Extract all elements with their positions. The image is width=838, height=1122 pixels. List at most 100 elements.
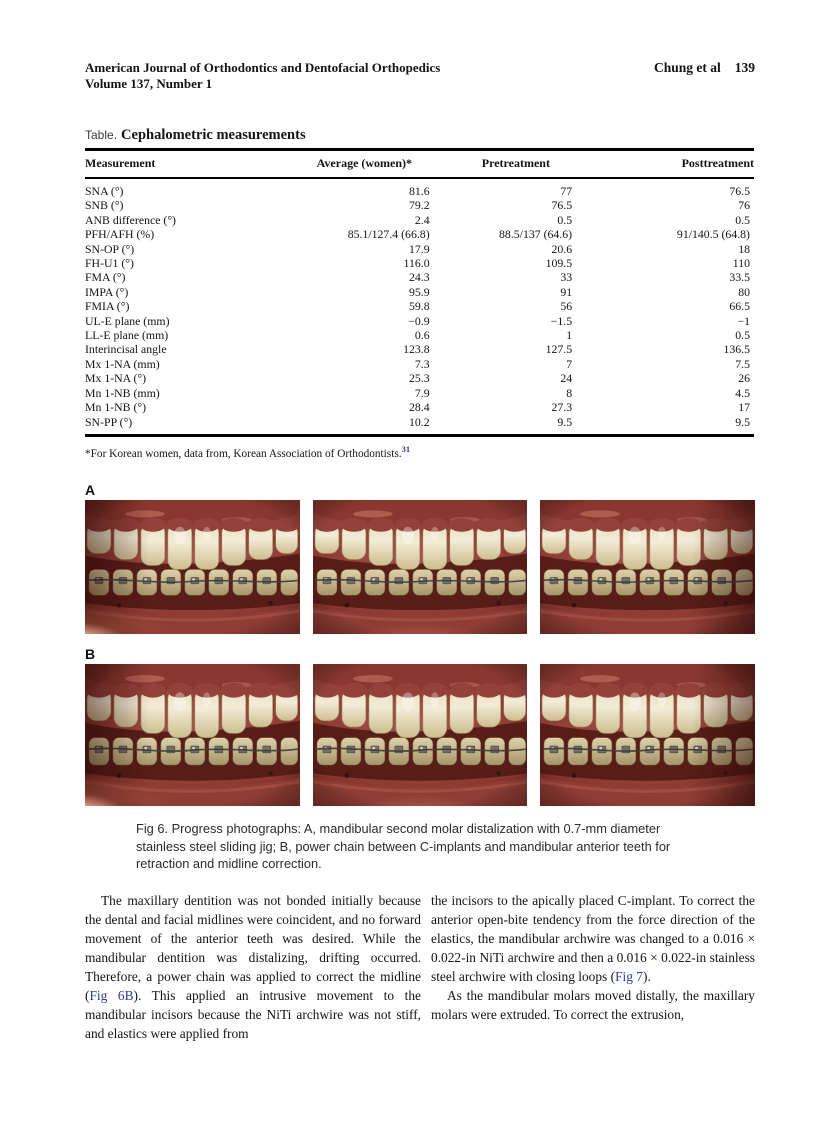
value-cell: 0.5 — [735, 328, 750, 343]
paragraph-text: ). — [642, 969, 651, 984]
running-authors: Chung et al — [653, 60, 721, 75]
journal-volume: Volume 137, Number 1 — [85, 76, 213, 91]
table-header-row: Measurement Average (women)* Pretreatmen… — [85, 149, 754, 179]
value-cell: 7 — [566, 356, 573, 371]
value-cell: 20.6 — [551, 241, 573, 256]
measurement-cell: PFH/AFH (%) — [85, 227, 155, 242]
intraoral-photo-b-frontal — [312, 664, 528, 806]
running-head-right: Chung et al 139 — [654, 60, 755, 92]
table-row: SN-OP (°) 17.9 20.6 18 — [85, 242, 754, 256]
value-cell: 33 — [560, 270, 573, 285]
measurement-cell: IMPA (°) — [85, 284, 129, 299]
table-row: LL-E plane (mm) 0.6 1 0.5 — [85, 328, 754, 342]
table-row: Mx 1-NA (mm) 7.3 7 7.5 — [85, 357, 754, 371]
value-cell: −1.5 — [550, 313, 573, 328]
value-cell: 33.5 — [729, 270, 750, 285]
measurement-cell: SNB (°) — [85, 198, 124, 213]
value-cell: 8 — [566, 385, 573, 400]
value-cell: 18 — [738, 241, 750, 256]
value-cell: 80 — [738, 284, 750, 299]
table-title-row: Table. Cephalometric measurements — [85, 126, 754, 144]
fig7-link[interactable]: Fig 7 — [615, 969, 643, 984]
column-header-pretreatment: Pretreatment — [459, 149, 601, 179]
value-cell: 24.3 — [408, 270, 430, 285]
figure-caption-text: Progress photographs: A, mandibular seco… — [136, 821, 671, 871]
table-row: ANB difference (°) 2.4 0.5 0.5 — [85, 213, 754, 227]
column-header-average: Average (women)* — [299, 149, 460, 179]
measurement-cell: ANB difference (°) — [85, 212, 176, 227]
value-cell: 28.4 — [408, 400, 430, 415]
value-cell: 88.5/137 (64.6) — [499, 227, 573, 242]
column-header-posttreatment: Posttreatment — [600, 149, 754, 179]
measurement-cell: Mn 1-NB (°) — [85, 400, 147, 415]
measurement-cell: LL-E plane (mm) — [85, 328, 169, 343]
table-row: PFH/AFH (%) 85.1/127.4 (66.8) 88.5/137 (64… — [85, 227, 754, 241]
measurement-cell: UL-E plane (mm) — [85, 313, 170, 328]
photo-row-b — [85, 664, 756, 806]
value-cell: 17 — [738, 400, 750, 415]
intraoral-photo-b-left-lateral — [540, 664, 756, 806]
cephalometric-table: Measurement Average (women)* Pretreatmen… — [85, 148, 754, 437]
value-cell: 76.5 — [551, 198, 573, 213]
value-cell: 1 — [566, 328, 573, 343]
figure-panel-a: A — [85, 482, 756, 634]
value-cell: 59.8 — [408, 299, 430, 314]
intraoral-photo-a-right-lateral — [85, 500, 300, 634]
figure-panel-b: B — [85, 646, 756, 806]
intraoral-photo-a-left-lateral — [540, 500, 756, 634]
article-body: The maxillary dentition was not bonded i… — [85, 891, 755, 1043]
intraoral-photo-a-frontal — [312, 500, 528, 634]
measurement-cell: FMA (°) — [85, 270, 126, 285]
value-cell: 123.8 — [403, 342, 430, 357]
table-row: UL-E plane (mm) −0.9 −1.5 −1 — [85, 314, 754, 328]
value-cell: 7.3 — [414, 356, 430, 371]
measurement-cell: Interincisal angle — [85, 342, 167, 357]
table-label: Table. — [85, 128, 118, 142]
paragraph-right-new: As the mandibular molars moved distally,… — [431, 988, 755, 1022]
value-cell: 4.5 — [735, 385, 750, 400]
value-cell: 85.1/127.4 (66.8) — [347, 227, 430, 242]
table-footnote: *For Korean women, data from, Korean Ass… — [85, 444, 754, 460]
value-cell: 25.3 — [408, 371, 430, 386]
measurement-cell: SN-PP (°) — [85, 414, 133, 429]
fig6b-link[interactable]: Fig 6B — [89, 988, 134, 1003]
left-column: The maxillary dentition was not bonded i… — [85, 891, 421, 1043]
value-cell: 17.9 — [408, 241, 430, 256]
value-cell: 0.5 — [735, 212, 750, 227]
measurement-cell: FH-U1 (°) — [85, 256, 134, 271]
value-cell: 76.5 — [729, 184, 750, 198]
running-head: American Journal of Orthodontics and Den… — [85, 60, 755, 92]
table-row: IMPA (°) 95.9 91 80 — [85, 285, 754, 299]
value-cell: 77 — [560, 184, 573, 198]
footnote-reference[interactable]: 31 — [401, 443, 411, 454]
table-row: Mn 1-NB (°) 28.4 27.3 17 — [85, 400, 754, 414]
journal-title: American Journal of Orthodontics and Den… — [85, 60, 441, 75]
value-cell: 26 — [738, 371, 750, 386]
value-cell: 7.9 — [414, 385, 430, 400]
table-row: FMIA (°) 59.8 56 66.5 — [85, 299, 754, 313]
value-cell: 76 — [738, 198, 750, 213]
table-row: SN-PP (°) 10.2 9.5 9.5 — [85, 415, 754, 436]
table-row: FMA (°) 24.3 33 33.5 — [85, 270, 754, 284]
figure-caption: Fig 6. Progress photographs: A, mandibul… — [136, 820, 708, 873]
value-cell: 10.2 — [408, 414, 430, 429]
column-header-measurement: Measurement — [85, 149, 300, 179]
value-cell: 109.5 — [545, 256, 573, 271]
value-cell: 0.5 — [557, 212, 573, 227]
value-cell: 95.9 — [408, 284, 430, 299]
footnote-text: *For Korean women, data from, Korean Ass… — [85, 447, 402, 460]
value-cell: 56 — [560, 299, 573, 314]
value-cell: 24 — [560, 371, 573, 386]
value-cell: 7.5 — [735, 356, 750, 371]
measurement-cell: Mn 1-NB (mm) — [85, 385, 160, 400]
table-row: SNA (°) 81.6 77 76.5 — [85, 178, 754, 198]
value-cell: 136.5 — [723, 342, 750, 357]
value-cell: 9.5 — [557, 414, 573, 429]
journal-info: American Journal of Orthodontics and Den… — [85, 60, 440, 92]
value-cell: 91 — [560, 284, 573, 299]
value-cell: 0.6 — [414, 328, 430, 343]
table-row: FH-U1 (°) 116.0 109.5 110 — [85, 256, 754, 270]
value-cell: 81.6 — [408, 184, 430, 198]
value-cell: 79.2 — [408, 198, 430, 213]
